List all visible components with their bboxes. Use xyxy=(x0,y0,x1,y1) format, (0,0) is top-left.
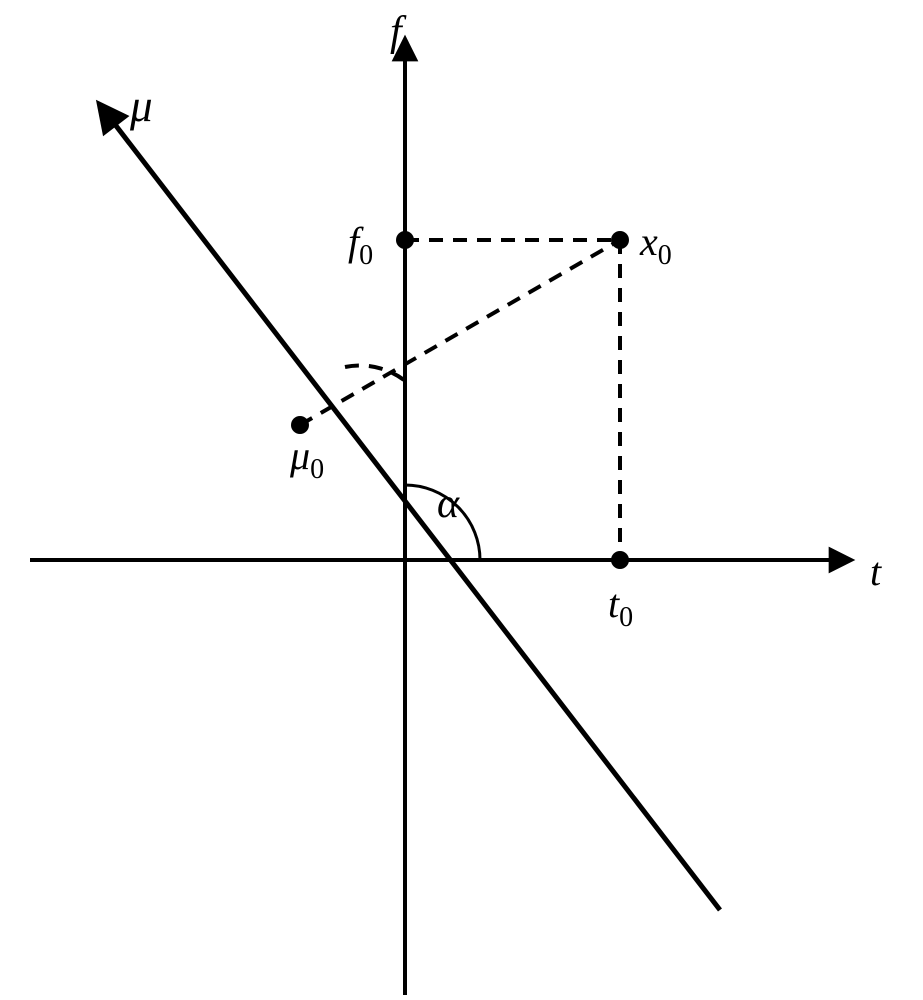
perp-arc xyxy=(345,365,410,385)
point-f0 xyxy=(396,231,414,249)
mu-axis-label: μ xyxy=(130,80,153,132)
label-mu0: μ0 xyxy=(290,432,324,486)
label-x0: x0 xyxy=(640,218,672,272)
point-x0 xyxy=(611,231,629,249)
mu-axis xyxy=(100,105,720,910)
f-axis-label: f xyxy=(390,8,402,56)
label-f0: f0 xyxy=(348,218,373,272)
label-t0: t0 xyxy=(608,580,633,634)
t-axis-label: t xyxy=(870,548,881,595)
point-t0 xyxy=(611,551,629,569)
coordinate-diagram xyxy=(0,0,923,1000)
alpha-label: α xyxy=(437,480,459,528)
